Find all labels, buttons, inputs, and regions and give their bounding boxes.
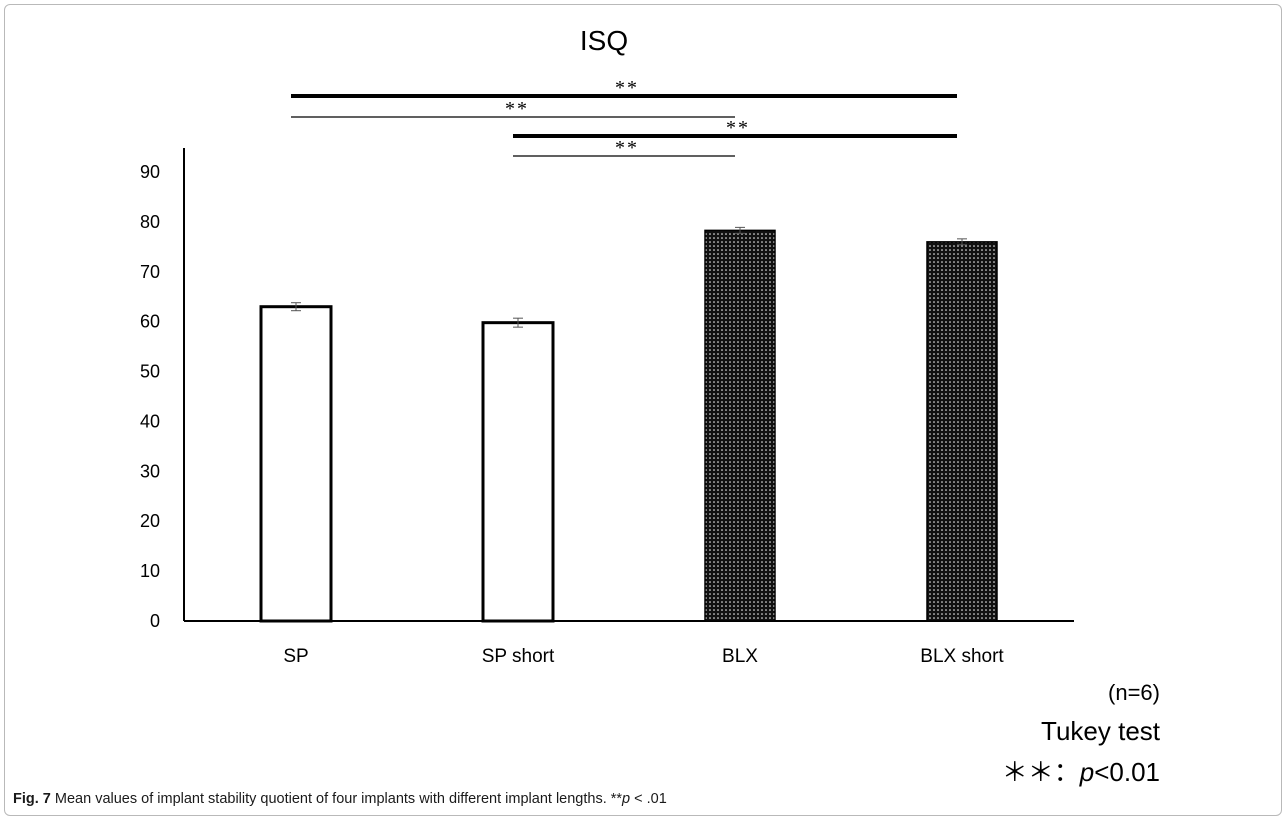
y-tick-label: 60 xyxy=(140,312,160,332)
test-name-note: Tukey test xyxy=(1041,716,1160,746)
bar-sp xyxy=(259,305,333,623)
caption-text: Mean values of implant stability quotien… xyxy=(50,791,623,807)
y-tick-label: 50 xyxy=(140,362,160,382)
significance-label: ** xyxy=(726,117,750,139)
y-tick-label: 30 xyxy=(140,461,160,481)
significance-label: ** xyxy=(615,137,639,159)
figure-frame xyxy=(4,4,1282,816)
bar-blx xyxy=(704,229,776,622)
bars xyxy=(259,226,998,623)
bar-sp-short xyxy=(481,321,555,623)
error-bar xyxy=(735,226,745,234)
sample-size-note: (n=6) xyxy=(1108,680,1160,705)
chart-title: ISQ xyxy=(580,25,628,56)
p-value-note: ＊＊：p<0.01 xyxy=(1002,752,1160,789)
category-label: BLX short xyxy=(920,646,1004,667)
y-tick-label: 20 xyxy=(140,511,160,531)
significance-label: ** xyxy=(505,98,529,120)
caption-p-variable: p xyxy=(622,791,631,807)
y-tick-label: 90 xyxy=(140,162,160,182)
error-bar xyxy=(291,302,301,312)
significance-brackets: ** ** ** ** xyxy=(291,77,957,159)
bar-blx-short xyxy=(926,241,998,622)
figure-label: Fig. 7 xyxy=(13,791,51,807)
category-label: SP short xyxy=(482,646,555,667)
y-tick-label: 10 xyxy=(140,561,160,581)
error-bar xyxy=(957,238,967,246)
category-label: BLX xyxy=(722,646,758,667)
p-suffix: <0.01 xyxy=(1094,757,1160,787)
caption-p-suffix: < .01 xyxy=(630,791,667,807)
significance-label: ** xyxy=(615,77,639,99)
category-labels: SP SP short BLX BLX short xyxy=(283,646,1004,667)
y-tick-label: 70 xyxy=(140,262,160,282)
category-label: SP xyxy=(283,646,308,667)
figure-caption: Fig. 7 Mean values of implant stability … xyxy=(13,791,667,807)
error-bar xyxy=(513,317,523,328)
p-prefix: ＊＊： xyxy=(1001,757,1080,787)
y-tick-label: 80 xyxy=(140,212,160,232)
p-variable: p xyxy=(1079,757,1095,787)
y-tick-label: 0 xyxy=(150,611,160,631)
y-tick-label: 40 xyxy=(140,411,160,431)
